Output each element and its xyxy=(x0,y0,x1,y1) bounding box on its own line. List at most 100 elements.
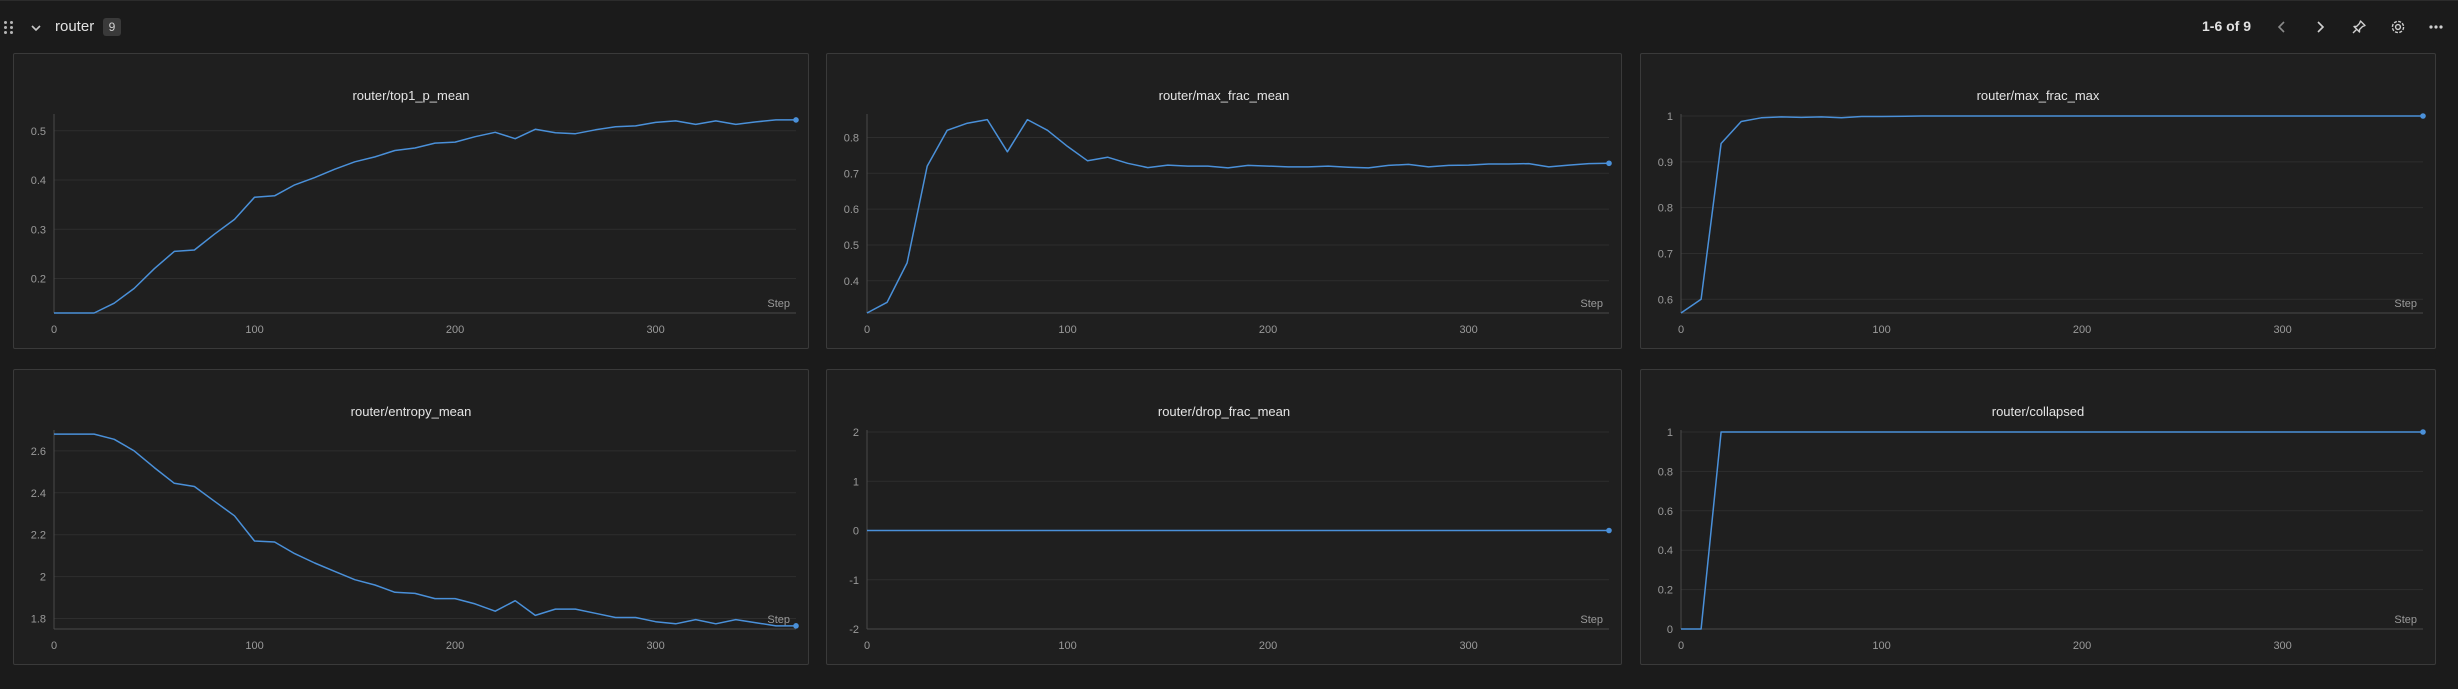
chevron-left-icon xyxy=(2275,20,2289,34)
x-tick-label: 0 xyxy=(51,640,57,652)
chevron-down-icon[interactable] xyxy=(30,21,42,33)
x-tick-label: 0 xyxy=(864,640,870,652)
series-line xyxy=(54,433,796,627)
x-axis-label: Step xyxy=(767,298,790,310)
y-tick-label: 0.8 xyxy=(1658,466,1673,478)
x-tick-label: 100 xyxy=(245,640,263,652)
x-tick-label: 300 xyxy=(1459,640,1477,652)
chart-panel[interactable]: router/entropy_mean 1.8 2 2.2 2.4 2.6 0 100 200 3… xyxy=(13,369,809,665)
y-tick-label: 0.6 xyxy=(844,204,859,216)
x-tick-label: 300 xyxy=(646,324,664,336)
x-axis-label: Step xyxy=(767,614,790,626)
chart-title: router/max_frac_max xyxy=(1976,88,2100,103)
series-end-point xyxy=(793,117,799,123)
x-tick-label: 200 xyxy=(1259,640,1277,652)
y-tick-label: 0 xyxy=(853,526,859,538)
series-end-point xyxy=(2420,429,2426,435)
x-tick-label: 0 xyxy=(1678,640,1684,652)
x-tick-label: 0 xyxy=(51,324,57,336)
line-chart: 0 0.2 0.4 0.6 0.8 1 0 100 200 300 Step xyxy=(1658,427,2426,652)
more-options-button[interactable] xyxy=(2424,15,2448,39)
x-axis-label: Step xyxy=(1580,614,1603,626)
y-tick-label: 0.2 xyxy=(31,274,46,286)
y-tick-label: 2.4 xyxy=(31,488,46,500)
x-axis-label: Step xyxy=(2394,614,2417,626)
y-tick-label: 1 xyxy=(1667,427,1673,439)
prev-page-button[interactable] xyxy=(2270,15,2294,39)
x-tick-label: 300 xyxy=(2273,324,2291,336)
x-tick-label: 300 xyxy=(2273,640,2291,652)
series-line xyxy=(54,119,796,314)
y-tick-label: 0.9 xyxy=(1658,157,1673,169)
y-tick-label: -2 xyxy=(849,624,859,636)
chart-panel[interactable]: router/max_frac_max 0.6 0.7 0.8 0.9 1 0 100 200 3… xyxy=(1640,53,2436,349)
more-horizontal-icon xyxy=(2428,19,2444,35)
series-line xyxy=(1680,115,2423,314)
settings-button[interactable] xyxy=(2386,15,2410,39)
gear-icon xyxy=(2390,19,2406,35)
y-tick-label: 0.2 xyxy=(1658,585,1673,597)
chart-title: router/max_frac_mean xyxy=(1158,88,1290,103)
chart-title: router/entropy_mean xyxy=(350,404,472,419)
y-tick-label: 2.6 xyxy=(31,446,46,458)
y-tick-label: 2 xyxy=(853,427,859,439)
x-tick-label: 100 xyxy=(245,324,263,336)
drag-handle-icon[interactable] xyxy=(4,21,16,35)
line-chart: -2 -1 0 1 2 0 100 200 300 Step xyxy=(849,427,1612,652)
x-tick-label: 200 xyxy=(446,640,464,652)
x-tick-label: 200 xyxy=(1259,324,1277,336)
x-tick-label: 0 xyxy=(1678,324,1684,336)
chart-panel[interactable]: router/top1_p_mean 0.2 0.3 0.4 0.5 0 100 200 300… xyxy=(13,53,809,349)
chart-title: router/top1_p_mean xyxy=(352,88,470,103)
section-header: router 9 1-6 of 9 xyxy=(0,0,2458,53)
y-tick-label: 0.6 xyxy=(1658,506,1673,518)
x-tick-label: 200 xyxy=(2073,324,2091,336)
y-tick-label: 0 xyxy=(1667,624,1673,636)
x-tick-label: 200 xyxy=(446,324,464,336)
chart-panel[interactable]: router/drop_frac_mean -2 -1 0 1 2 0 100 200 300 St… xyxy=(826,369,1622,665)
chart-title: router/drop_frac_mean xyxy=(1157,404,1291,419)
pin-button[interactable] xyxy=(2347,15,2371,39)
series-end-point xyxy=(1606,160,1612,167)
x-axis-label: Step xyxy=(2394,298,2417,310)
series-line xyxy=(866,118,1610,314)
y-tick-label: 0.4 xyxy=(1658,545,1673,557)
y-tick-label: -1 xyxy=(849,575,859,587)
line-chart: 0.2 0.3 0.4 0.5 0 100 200 300 Step xyxy=(31,114,799,336)
y-tick-label: 1 xyxy=(853,476,859,488)
page-range: 1-6 of 9 xyxy=(2202,18,2252,34)
x-tick-label: 300 xyxy=(1459,324,1477,336)
chart-panel[interactable]: router/max_frac_mean 0.4 0.5 0.6 0.7 0.8 0 100 2… xyxy=(826,53,1622,349)
y-tick-label: 0.7 xyxy=(1658,248,1673,260)
line-chart: 1.8 2 2.2 2.4 2.6 0 100 200 300 Step xyxy=(31,430,799,652)
pin-icon xyxy=(2351,19,2367,35)
y-tick-label: 0.4 xyxy=(31,175,46,187)
chart-panel[interactable]: router/collapsed 0 0.2 0.4 0.6 0.8 1 0 100 200 300… xyxy=(1640,369,2436,665)
series-end-point xyxy=(793,623,799,629)
series-end-point xyxy=(1606,527,1612,534)
section-count-badge: 9 xyxy=(103,18,121,36)
series-end-point xyxy=(2420,113,2426,119)
y-tick-label: 0.6 xyxy=(1658,294,1673,306)
y-tick-label: 0.3 xyxy=(31,224,46,236)
y-tick-label: 2 xyxy=(40,572,46,584)
x-tick-label: 100 xyxy=(1058,640,1076,652)
section-title[interactable]: router xyxy=(55,18,95,35)
x-tick-label: 100 xyxy=(1872,640,1890,652)
y-tick-label: 0.8 xyxy=(1658,203,1673,215)
x-tick-label: 100 xyxy=(1058,324,1076,336)
line-chart: 0.4 0.5 0.6 0.7 0.8 0 100 200 300 Step xyxy=(844,114,1612,336)
y-tick-label: 2.2 xyxy=(31,530,46,542)
x-tick-label: 100 xyxy=(1872,324,1890,336)
y-tick-label: 1.8 xyxy=(31,614,46,626)
next-page-button[interactable] xyxy=(2308,15,2332,39)
x-axis-label: Step xyxy=(1580,298,1603,310)
line-chart: 0.6 0.7 0.8 0.9 1 0 100 200 300 Step xyxy=(1658,111,2426,336)
y-tick-label: 1 xyxy=(1667,111,1673,123)
chart-title: router/collapsed xyxy=(1991,404,2085,419)
chevron-right-icon xyxy=(2313,20,2327,34)
y-tick-label: 0.7 xyxy=(844,168,859,180)
y-tick-label: 0.5 xyxy=(844,240,859,252)
y-tick-label: 0.4 xyxy=(844,276,859,288)
y-tick-label: 0.8 xyxy=(844,132,859,144)
